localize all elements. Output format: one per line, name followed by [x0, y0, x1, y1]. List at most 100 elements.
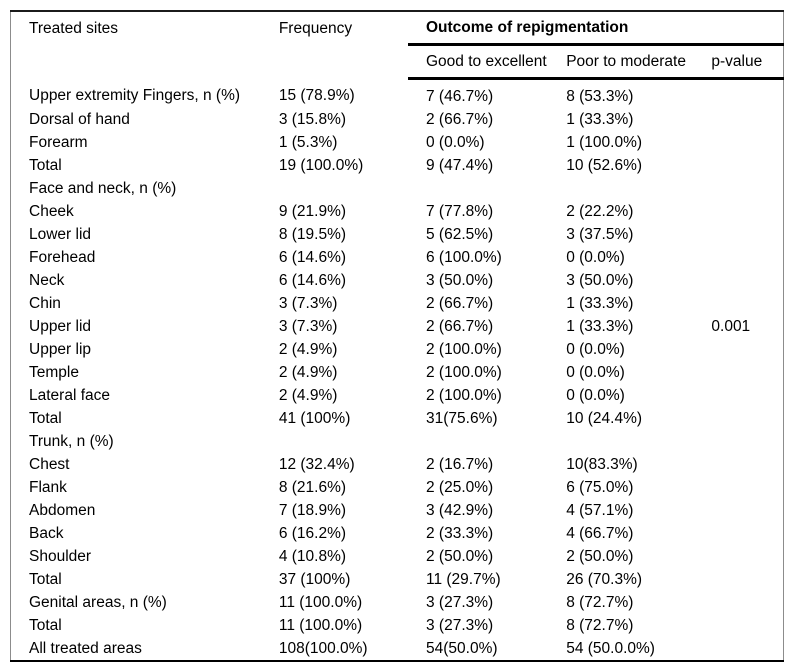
cell-treated-site: Chest	[29, 455, 70, 473]
cell-good-to-excellent: 31(75.6%)	[426, 409, 498, 427]
cell-frequency: 2 (4.9%)	[278, 363, 338, 381]
cell-treated-site: Flank	[29, 478, 67, 496]
cell-p-value	[711, 246, 783, 269]
table-row: Abdomen 7 (18.9%) 3 (42.9%) 4 (57.1%)	[11, 499, 784, 522]
cell-p-value	[711, 499, 783, 522]
cell-frequency: 37 (100%)	[278, 570, 351, 588]
cell-poor-to-moderate: 10(83.3%)	[566, 455, 638, 473]
col-header-treated-sites: Treated sites	[29, 20, 119, 37]
cell-frequency: 9 (21.9%)	[278, 202, 347, 220]
cell-poor-to-moderate: 10 (52.6%)	[566, 156, 643, 174]
cell-p-value	[711, 223, 783, 246]
cell-treated-site: Upper lid	[29, 317, 92, 335]
table-row: Cheek 9 (21.9%) 7 (77.8%) 2 (22.2%)	[11, 200, 784, 223]
cell-frequency: 4 (10.8%)	[278, 547, 347, 565]
cell-treated-site: Total	[29, 570, 62, 588]
cell-p-value	[711, 522, 783, 545]
table-row: Lower lid 8 (19.5%) 5 (62.5%) 3 (37.5%)	[11, 223, 784, 246]
cell-p-value	[711, 154, 783, 177]
table-row: All treated areas 108(100.0%) 54(50.0%) …	[11, 637, 784, 661]
cell-good-to-excellent: 2 (50.0%)	[426, 547, 494, 565]
cell-treated-site: All treated areas	[29, 639, 142, 657]
cell-frequency: 6 (16.2%)	[278, 524, 347, 542]
cell-treated-site: Forearm	[29, 133, 88, 151]
cell-p-value	[711, 338, 783, 361]
cell-p-value	[711, 476, 783, 499]
cell-frequency: 41 (100%)	[278, 409, 351, 427]
cell-p-value	[711, 361, 783, 384]
cell-good-to-excellent: 2 (100.0%)	[426, 363, 502, 381]
cell-frequency	[279, 177, 408, 200]
cell-p-value	[711, 568, 783, 591]
cell-treated-site: Dorsal of hand	[29, 110, 130, 128]
table-row: Shoulder 4 (10.8%) 2 (50.0%) 2 (50.0%)	[11, 545, 784, 568]
cell-frequency: 15 (78.9%)	[278, 86, 355, 104]
cell-treated-site: Neck	[29, 271, 65, 289]
cell-treated-site: Upper extremity Fingers, n (%)	[29, 86, 241, 104]
cell-frequency: 3 (7.3%)	[278, 317, 338, 335]
cell-treated-site: Back	[29, 524, 64, 542]
cell-good-to-excellent: 2 (100.0%)	[426, 340, 502, 358]
cell-good-to-excellent: 0 (0.0%)	[426, 133, 485, 151]
table-row: Total 41 (100%) 31(75.6%) 10 (24.4%)	[11, 407, 784, 430]
repigmentation-outcome-table: Treated sites Frequency Outcome of repig…	[10, 10, 784, 662]
cell-good-to-excellent: 54(50.0%)	[426, 639, 498, 657]
cell-frequency: 11 (100.0%)	[278, 616, 363, 634]
cell-poor-to-moderate: 26 (70.3%)	[566, 570, 643, 588]
cell-treated-site: Cheek	[29, 202, 74, 220]
cell-treated-site: Shoulder	[29, 547, 92, 565]
cell-treated-site: Total	[29, 616, 62, 634]
cell-treated-site: Genital areas, n (%)	[29, 593, 167, 611]
cell-frequency: 3 (15.8%)	[278, 110, 347, 128]
cell-treated-site: Face and neck, n (%)	[29, 179, 177, 197]
col-header-good-to-excellent: Good to excellent	[408, 44, 567, 80]
cell-p-value	[711, 614, 783, 637]
cell-good-to-excellent: 2 (16.7%)	[426, 455, 494, 473]
cell-poor-to-moderate: 2 (50.0%)	[566, 547, 634, 565]
cell-p-value	[711, 292, 783, 315]
table-row: Flank 8 (21.6%) 2 (25.0%) 6 (75.0%)	[11, 476, 784, 499]
cell-treated-site: Abdomen	[29, 501, 96, 519]
table-row: Forehead 6 (14.6%) 6 (100.0%) 0 (0.0%)	[11, 246, 784, 269]
cell-poor-to-moderate: 8 (53.3%)	[566, 87, 634, 105]
cell-good-to-excellent: 3 (27.3%)	[426, 593, 494, 611]
cell-frequency	[279, 430, 408, 453]
table-row: Neck 6 (14.6%) 3 (50.0%) 3 (50.0%)	[11, 269, 784, 292]
cell-frequency: 108(100.0%)	[278, 639, 368, 657]
cell-good-to-excellent: 2 (100.0%)	[426, 386, 502, 404]
cell-poor-to-moderate: 3 (37.5%)	[566, 225, 634, 243]
table-row: Upper extremity Fingers, n (%) 15 (78.9%…	[11, 79, 784, 109]
cell-frequency: 3 (7.3%)	[278, 294, 338, 312]
cell-good-to-excellent: 7 (46.7%)	[426, 87, 494, 105]
col-header-frequency: Frequency	[278, 20, 353, 37]
cell-poor-to-moderate: 0 (0.0%)	[566, 386, 625, 404]
cell-treated-site: Trunk, n (%)	[29, 432, 114, 450]
cell-poor-to-moderate: 2 (22.2%)	[566, 202, 634, 220]
col-header-poor-to-moderate: Poor to moderate	[566, 44, 712, 80]
cell-p-value	[711, 79, 783, 109]
cell-treated-site: Total	[29, 409, 62, 427]
cell-p-value	[711, 384, 783, 407]
table-row: Total 19 (100.0%) 9 (47.4%) 10 (52.6%)	[11, 154, 784, 177]
cell-treated-site: Total	[29, 156, 62, 174]
cell-frequency: 7 (18.9%)	[278, 501, 347, 519]
cell-poor-to-moderate: 0 (0.0%)	[566, 340, 625, 358]
col-header-outcome-group: Outcome of repigmentation	[408, 11, 784, 46]
table-row: Face and neck, n (%)	[11, 177, 784, 200]
cell-p-value	[711, 545, 783, 568]
cell-poor-to-moderate: 4 (66.7%)	[566, 524, 634, 542]
cell-frequency: 8 (21.6%)	[278, 478, 347, 496]
cell-good-to-excellent	[408, 430, 566, 453]
cell-p-value: 0.001	[711, 317, 751, 335]
cell-p-value	[711, 637, 783, 661]
cell-p-value	[711, 131, 783, 154]
table-header: Treated sites Frequency Outcome of repig…	[11, 11, 784, 80]
cell-poor-to-moderate: 8 (72.7%)	[566, 616, 634, 634]
cell-poor-to-moderate	[566, 430, 711, 453]
cell-good-to-excellent: 2 (66.7%)	[426, 110, 494, 128]
cell-frequency: 2 (4.9%)	[278, 386, 338, 404]
header-row-sub: Good to excellent Poor to moderate p-val…	[11, 44, 784, 80]
cell-poor-to-moderate: 1 (33.3%)	[566, 294, 634, 312]
table-body: Upper extremity Fingers, n (%) 15 (78.9%…	[11, 79, 784, 662]
